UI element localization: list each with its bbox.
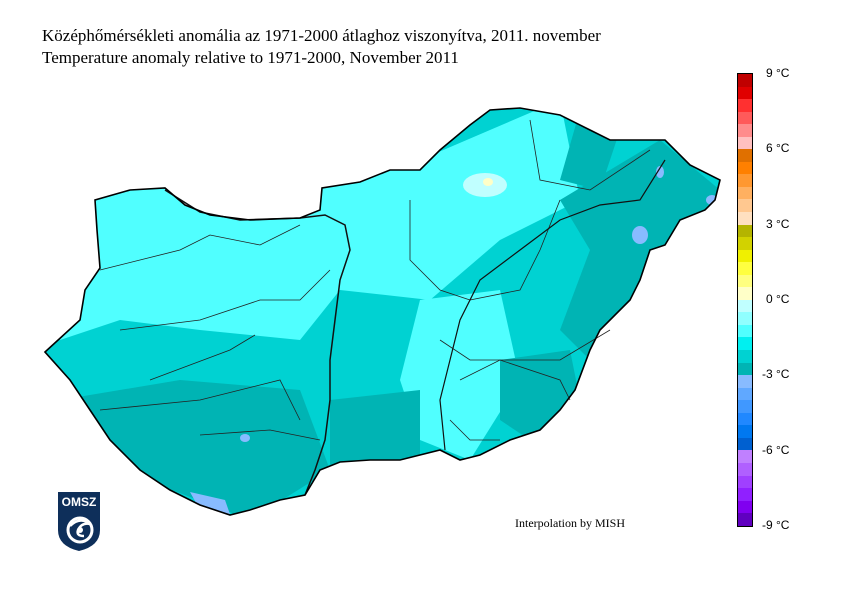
cold-spot-mecsek	[240, 434, 250, 442]
colorbar-bin	[738, 111, 752, 125]
colorbar-bin	[738, 174, 752, 187]
colorbar-tick: 0 °C	[766, 292, 790, 306]
omsz-logo: OMSZ	[58, 492, 100, 551]
colorbar-bin	[738, 400, 752, 413]
colorbar-tick: -9 °C	[762, 518, 790, 532]
region-warm-peak	[483, 178, 493, 186]
colorbar-bin	[738, 212, 752, 225]
colorbar-bin	[738, 387, 752, 401]
cold-spot-east	[632, 226, 648, 244]
colorbar-bin	[738, 262, 752, 275]
colorbar-tick: 9 °C	[766, 66, 790, 80]
colorbar-bin	[738, 337, 752, 351]
interpolation-credit: Interpolation by MISH	[515, 516, 625, 530]
colorbar-bin	[738, 500, 752, 514]
colorbar-bin	[738, 375, 752, 388]
colorbar-bin	[738, 136, 752, 150]
county-borders	[99, 119, 651, 441]
colorbar-bin	[738, 149, 752, 162]
colorbar-bin	[738, 299, 752, 313]
colorbar-bin	[738, 74, 752, 87]
title-english: Temperature anomaly relative to 1971-200…	[42, 48, 459, 67]
colorbar-bin	[738, 437, 752, 451]
colorbar-bin	[738, 412, 752, 426]
colorbar-tick: -6 °C	[762, 443, 790, 457]
colorbar-bin	[738, 488, 752, 501]
colorbar-bin	[738, 312, 752, 325]
cold-spot-tokaj	[656, 166, 664, 178]
colorbar-bin	[738, 425, 752, 438]
colorbar	[737, 73, 753, 527]
colorbar-bin	[738, 99, 752, 112]
colorbar-bin	[738, 287, 752, 300]
colorbar-bin	[738, 86, 752, 100]
colorbar-bin	[738, 124, 752, 137]
region-cool-south	[330, 390, 420, 470]
colorbar-tick: 3 °C	[766, 217, 790, 231]
colorbar-bin	[738, 199, 752, 213]
tisza-river	[439, 159, 666, 451]
colorbar-bin	[738, 186, 752, 200]
region-cool-southwest	[60, 380, 330, 515]
colorbar-bin	[738, 249, 752, 263]
colorbar-bin	[738, 475, 752, 489]
colorbar-bin	[738, 274, 752, 288]
colorbar-bin	[738, 224, 752, 238]
region-cool-east	[560, 140, 720, 360]
colorbar-bin	[738, 362, 752, 376]
region-warm-center	[400, 290, 520, 460]
colorbar-bin	[738, 237, 752, 250]
colorbar-tick: -3 °C	[762, 367, 790, 381]
colorbar-bin	[738, 513, 752, 526]
region-cool-southeast	[500, 350, 580, 440]
title-hungarian: Középhőmérsékleti anomália az 1971-2000 …	[42, 26, 601, 45]
region-warm-north	[60, 108, 580, 340]
colorbar-bin	[738, 161, 752, 175]
colorbar-bin	[738, 350, 752, 363]
colorbar-bin	[738, 324, 752, 338]
colorbar-tick: 6 °C	[766, 141, 790, 155]
colorbar-bin	[738, 462, 752, 476]
svg-text:OMSZ: OMSZ	[62, 495, 97, 509]
colorbar-bin	[738, 450, 752, 463]
